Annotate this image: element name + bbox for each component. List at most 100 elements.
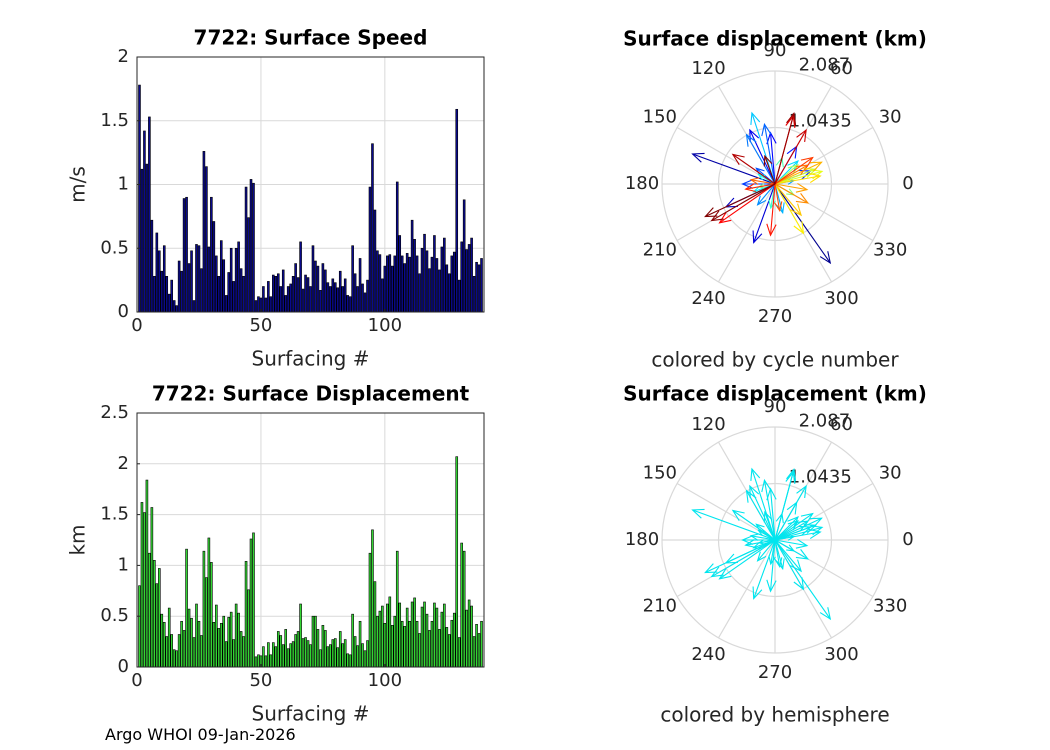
bar — [140, 502, 144, 668]
bar — [276, 631, 280, 668]
x-tick-label: 50 — [249, 670, 272, 691]
bar — [304, 274, 307, 313]
bar — [207, 246, 211, 313]
vector-shaft — [774, 539, 808, 547]
bar — [386, 603, 389, 668]
vector-shaft — [774, 485, 807, 541]
bar — [237, 612, 240, 668]
bar — [289, 283, 292, 313]
bar — [435, 607, 439, 668]
bar — [368, 552, 372, 668]
bar — [239, 268, 243, 313]
displacement-vector — [774, 512, 814, 541]
vector-shaft — [764, 511, 776, 541]
displacement-vector — [691, 508, 776, 541]
vector-shaft — [774, 524, 816, 541]
polar-chart-3: 0 30 60 90 120 150 180 210 240 270 300 330 1.0435 2.0… — [623, 382, 927, 727]
bar — [190, 617, 193, 668]
bar — [202, 550, 206, 668]
displacement-vector — [710, 183, 776, 222]
bar — [284, 295, 288, 313]
vector-shaft — [774, 183, 804, 234]
vector-head — [787, 516, 799, 528]
range-label: 1.0435 — [789, 110, 852, 131]
vector-head — [786, 112, 797, 126]
vector-head — [749, 177, 760, 185]
bar — [296, 277, 300, 313]
bar — [158, 568, 161, 668]
bar — [319, 649, 322, 668]
angle-label: 90 — [764, 40, 787, 61]
bar — [158, 250, 161, 313]
y-tick-label: 2.5 — [100, 402, 129, 423]
bar — [341, 643, 345, 668]
vector-head — [710, 210, 724, 222]
bar — [443, 237, 446, 313]
bar — [232, 639, 235, 668]
bar — [420, 606, 424, 668]
bar — [200, 635, 203, 668]
bar — [440, 246, 444, 313]
displacement-vector — [710, 539, 776, 578]
bar — [480, 620, 483, 668]
y-tick-label: 0 — [118, 301, 129, 322]
x-tick-label: 0 — [131, 670, 142, 691]
chart-title: 7722: Surface Speed — [194, 26, 428, 50]
angle-label: 330 — [873, 240, 907, 261]
bar — [338, 270, 342, 313]
bar — [368, 186, 372, 313]
vector-head — [790, 559, 803, 573]
bar — [353, 273, 357, 313]
bar — [371, 143, 374, 313]
angle-label: 60 — [830, 58, 853, 79]
bar — [395, 550, 399, 668]
vector-shaft — [750, 179, 776, 185]
vector-shaft — [763, 124, 776, 185]
vector-head — [731, 509, 745, 521]
bar — [274, 646, 278, 668]
angle-label: 150 — [643, 463, 677, 484]
bar — [470, 237, 473, 313]
bar — [247, 217, 250, 313]
bar — [425, 613, 429, 668]
bar — [215, 604, 218, 668]
bar — [148, 116, 151, 313]
bar — [145, 163, 149, 313]
bar — [472, 275, 476, 313]
vector-shaft — [774, 129, 807, 185]
displacement-vector — [774, 183, 809, 193]
bar — [162, 245, 166, 313]
bar — [462, 199, 466, 313]
vector-shaft — [774, 170, 823, 185]
bar — [167, 607, 171, 668]
vector-head — [808, 528, 822, 539]
angle-label: 180 — [625, 529, 659, 550]
x-tick-label: 100 — [368, 670, 402, 691]
bar — [219, 240, 223, 313]
vector-head — [745, 489, 757, 503]
vector-head — [800, 156, 814, 169]
bar — [143, 130, 146, 313]
displacement-vector — [774, 539, 805, 591]
chart-title: Surface displacement (km) — [623, 27, 927, 51]
bar — [286, 648, 290, 668]
bar — [470, 605, 473, 668]
bar — [242, 636, 245, 668]
bar — [475, 624, 478, 668]
bar — [177, 634, 181, 668]
bar — [393, 255, 397, 313]
polar-chart-2: 0 30 60 90 120 150 180 210 240 270 300 330 1.0435 2.0… — [623, 27, 927, 372]
bar — [215, 255, 218, 313]
y-tick-label: 0 — [118, 656, 129, 677]
bar — [403, 626, 406, 668]
bar — [264, 297, 268, 313]
bar — [418, 633, 421, 668]
bar — [212, 621, 216, 668]
bar — [321, 263, 325, 313]
vector-head — [787, 160, 799, 172]
bar — [267, 642, 270, 668]
bar — [294, 263, 297, 313]
bar — [448, 273, 451, 313]
displacement-vector — [704, 539, 776, 574]
bar — [395, 181, 399, 313]
